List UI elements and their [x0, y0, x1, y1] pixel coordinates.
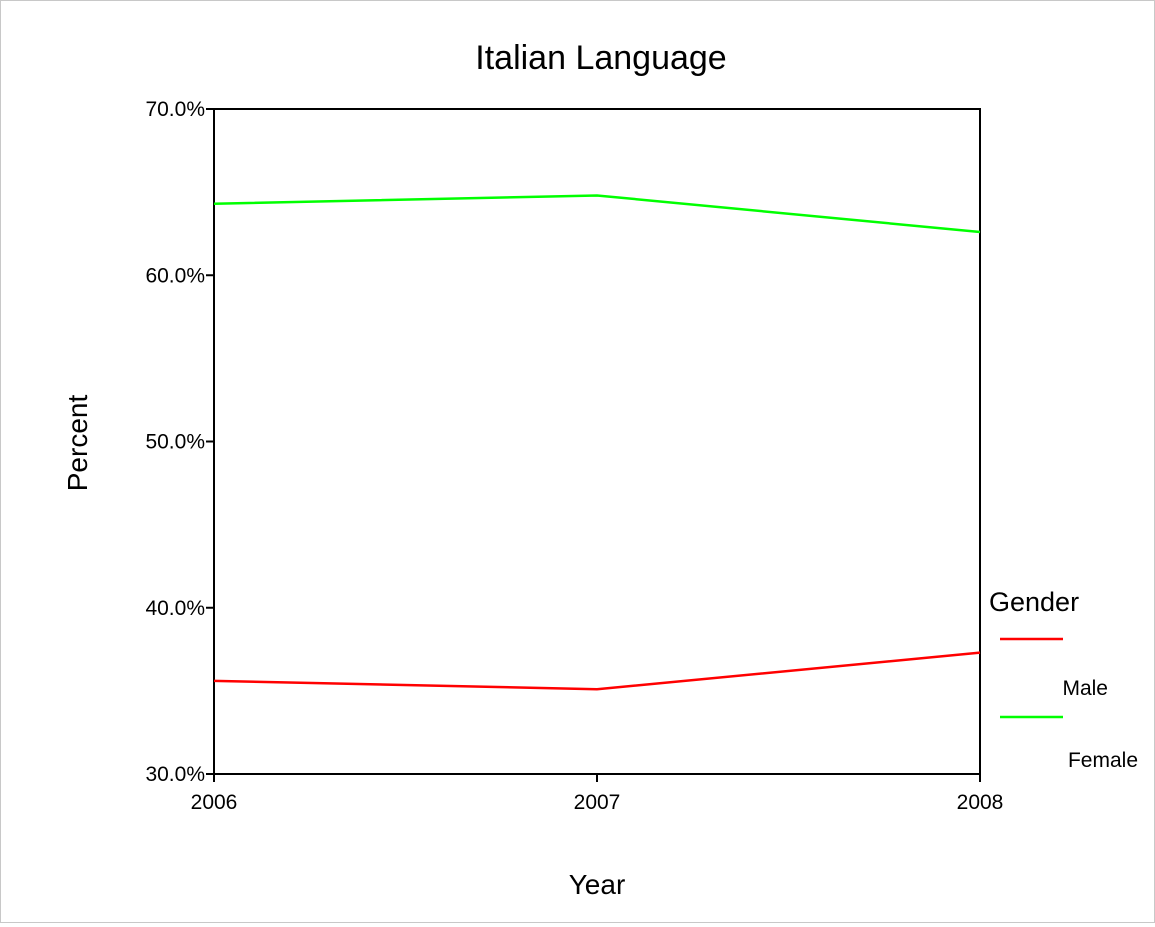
plot-area: 30.0% 40.0% 50.0% 60.0% 70.0% 2006 2007 2008 — [145, 98, 1003, 814]
y-tick-label: 60.0% — [145, 264, 205, 287]
y-tick-label: 50.0% — [145, 431, 205, 454]
series-line-male — [213, 651, 981, 691]
x-axis-title: Year — [569, 869, 626, 900]
series-line-female — [213, 194, 981, 234]
y-axis-title: Percent — [62, 395, 93, 492]
x-tick-label: 2008 — [957, 791, 1004, 814]
y-tick-label: 70.0% — [145, 98, 205, 121]
legend-label-female: Female — [1068, 749, 1138, 772]
plot-border — [213, 108, 981, 775]
legend: Gender Male Female — [989, 587, 1138, 772]
legend-label-male: Male — [1062, 677, 1108, 700]
y-tick-label: 40.0% — [145, 597, 205, 620]
x-tick-label: 2006 — [191, 791, 238, 814]
x-tick-label: 2007 — [574, 791, 621, 814]
y-tick-label: 30.0% — [145, 763, 205, 786]
chart-title: Italian Language — [475, 39, 726, 77]
legend-title: Gender — [989, 587, 1079, 617]
